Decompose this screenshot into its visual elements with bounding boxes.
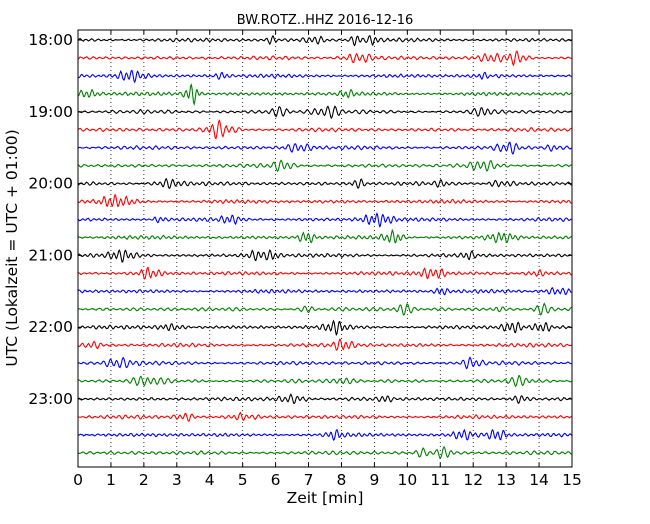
seismogram-trace bbox=[77, 177, 572, 190]
seismogram-trace bbox=[77, 69, 572, 84]
x-tick-label: 12 bbox=[463, 471, 483, 489]
x-tick-label: 6 bbox=[271, 471, 281, 489]
seismogram-trace bbox=[77, 411, 572, 422]
y-tick-label: 21:00 bbox=[28, 246, 73, 264]
seismogram-trace bbox=[77, 266, 572, 280]
x-tick-label: 3 bbox=[172, 471, 182, 489]
x-tick-label: 13 bbox=[496, 471, 516, 489]
y-tick-label: 20:00 bbox=[28, 175, 73, 193]
x-tick-label: 1 bbox=[106, 471, 116, 489]
seismogram-trace bbox=[77, 445, 572, 459]
x-tick-label: 8 bbox=[337, 471, 347, 489]
seismogram-trace bbox=[77, 119, 572, 140]
x-tick-label: 7 bbox=[304, 471, 314, 489]
y-tick-label: 18:00 bbox=[28, 31, 73, 49]
grid-lines bbox=[110, 30, 540, 467]
seismogram-trace bbox=[77, 287, 572, 296]
seismogram-trace bbox=[77, 228, 572, 244]
x-axis-ticks: 0 1 2 3 4 5 6 7 8 9 10 11 12 13 14 15 bbox=[73, 30, 582, 489]
seismogram-trace bbox=[77, 83, 572, 106]
seismogram-trace bbox=[77, 50, 572, 67]
seismogram-trace bbox=[77, 393, 572, 405]
seismogram-trace bbox=[77, 338, 572, 351]
x-axis-label: Zeit [min] bbox=[287, 489, 364, 507]
seismogram-trace bbox=[77, 319, 572, 336]
seismogram-trace bbox=[77, 212, 572, 228]
y-tick-label: 22:00 bbox=[28, 318, 73, 336]
y-axis-label: UTC (Lokalzeit = UTC + 01:00) bbox=[3, 129, 21, 366]
seismogram-traces bbox=[77, 35, 572, 459]
x-tick-label: 2 bbox=[139, 471, 149, 489]
seismogram-trace bbox=[77, 35, 572, 47]
seismogram-trace bbox=[77, 356, 572, 370]
seismogram-trace bbox=[77, 374, 572, 388]
seismogram-trace bbox=[77, 302, 572, 316]
plot-frame bbox=[77, 29, 573, 468]
x-tick-label: 9 bbox=[369, 471, 379, 489]
seismogram-trace bbox=[77, 141, 572, 155]
x-tick-label: 14 bbox=[529, 471, 549, 489]
x-tick-label: 10 bbox=[397, 471, 417, 489]
x-tick-label: 0 bbox=[73, 471, 83, 489]
x-tick-label: 15 bbox=[562, 471, 582, 489]
y-tick-label: 23:00 bbox=[28, 390, 73, 408]
chart-title: BW.ROTZ..HHZ 2016-12-16 bbox=[237, 13, 413, 28]
x-tick-label: 11 bbox=[430, 471, 450, 489]
seismogram-trace bbox=[77, 193, 572, 208]
seismogram-trace bbox=[77, 428, 572, 441]
y-tick-label: 19:00 bbox=[28, 103, 73, 121]
seismogram-trace bbox=[77, 159, 572, 173]
seismogram-trace bbox=[77, 105, 572, 120]
y-axis-ticks: 18:00 19:00 20:00 21:00 22:00 23:00 bbox=[28, 31, 572, 408]
x-tick-label: 4 bbox=[205, 471, 215, 489]
x-tick-label: 5 bbox=[238, 471, 248, 489]
seismogram-trace bbox=[77, 249, 572, 263]
